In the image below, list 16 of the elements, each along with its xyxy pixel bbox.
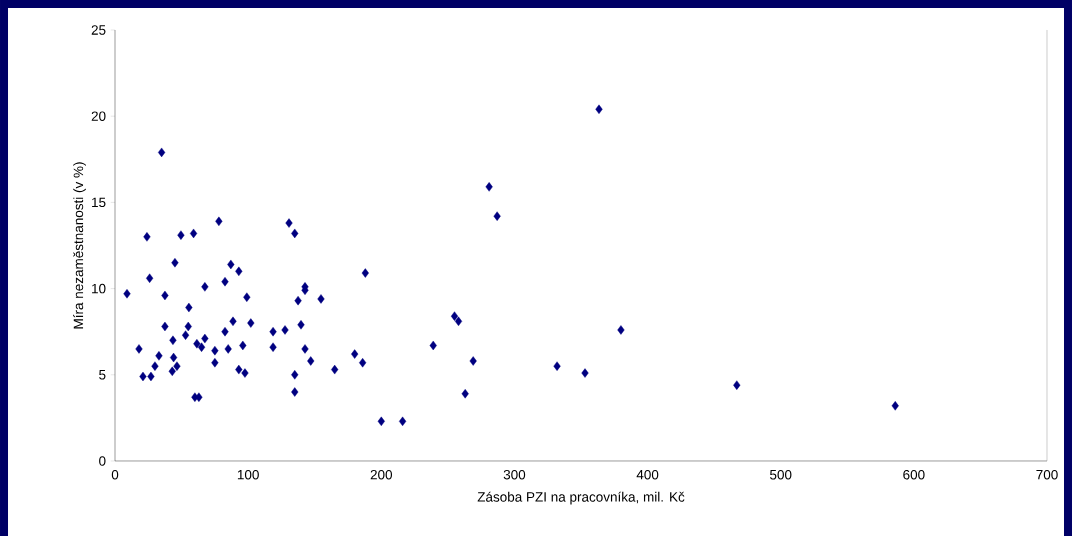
y-tick-label: 15	[92, 197, 106, 208]
y-tick-label: 0	[99, 456, 106, 466]
x-tick-label: 300	[503, 469, 526, 480]
x-axis-title: Zásoba PZI na pracovníka, mil. Kč	[477, 491, 685, 505]
x-tick-label: 600	[903, 469, 925, 480]
x-tick-label: 500	[770, 469, 792, 480]
y-tick-label: 20	[91, 111, 106, 121]
y-tick-label: 25	[91, 25, 106, 35]
y-tick-label: 5	[99, 370, 106, 380]
x-tick-label: 0	[111, 469, 119, 480]
x-tick-label: 400	[636, 469, 659, 480]
x-tick-label: 700	[1036, 469, 1058, 480]
y-axis-title: Míra nezaměstnanosti (v %)	[73, 162, 86, 329]
y-tick-label: 10	[92, 283, 106, 294]
x-tick-label: 100	[237, 469, 259, 480]
x-tick-label: 200	[370, 469, 393, 480]
